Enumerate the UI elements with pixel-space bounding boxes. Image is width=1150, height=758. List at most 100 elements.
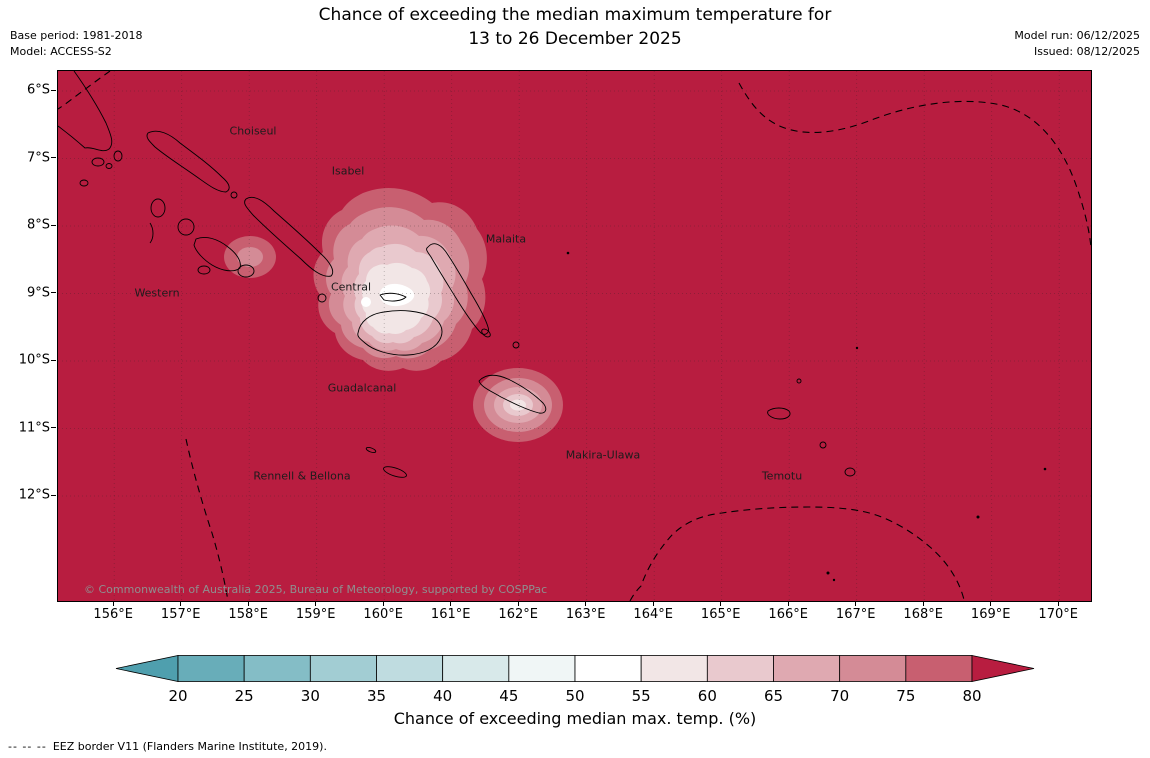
colorbar-tick-label: 35	[366, 687, 387, 705]
graticule	[58, 71, 1091, 601]
colorbar-tick-label: 50	[565, 687, 585, 705]
torres-islands-islet	[826, 571, 830, 575]
reef-islands-coastline	[796, 378, 802, 384]
coastlines	[58, 71, 856, 478]
vangunu-coastline	[237, 264, 255, 278]
eez-segment-northeast	[738, 82, 1091, 248]
santa-cruz-coastline	[767, 407, 791, 420]
colorbar-tick-label: 55	[631, 687, 651, 705]
province-label-makira-ulawa: Makira-Ulawa	[565, 448, 641, 462]
y-axis-label: 11°S	[18, 420, 50, 435]
x-axis-label: 161°E	[430, 607, 471, 622]
y-axis-label: 12°S	[18, 487, 50, 503]
y-axis-label: 6°S	[26, 82, 50, 98]
contour-shading	[224, 188, 563, 442]
colorbar-segment	[442, 655, 510, 682]
x-axis-label: 166°E	[768, 607, 808, 622]
y-axis-tick	[51, 494, 56, 496]
florida-islands-coastline	[379, 292, 407, 302]
rennell-coastline	[383, 466, 407, 478]
colorbar-segment	[177, 655, 245, 682]
torres-islands-islet	[832, 578, 836, 582]
eez-footnote: -- -- -- EEZ border V11 (Flanders Marine …	[8, 740, 327, 753]
province-labels-layer: Choiseul Isabel Malaita Western Central Guada…	[58, 71, 1091, 601]
choiseul-coastline	[146, 130, 230, 193]
contour-below-55	[361, 297, 371, 307]
x-axis-tick	[855, 601, 857, 606]
eez-segment-northwest	[58, 71, 111, 110]
x-axis-label: 165°E	[700, 607, 741, 622]
colorbar-tick-label: 75	[896, 687, 916, 705]
colorbar-tick-label: 60	[697, 687, 717, 705]
x-axis-tick	[247, 601, 249, 606]
colorbar-tick-label: 40	[433, 687, 453, 705]
colorbar-tick-label: 20	[168, 687, 188, 705]
new-georgia-coastline	[193, 236, 241, 272]
colorbar-left-arrow	[115, 655, 179, 682]
russell-islands-coastline	[317, 293, 327, 303]
bougainville-coastline	[58, 71, 113, 152]
map-canvas	[58, 71, 1091, 601]
y-axis-tick	[51, 89, 56, 91]
map-background	[58, 71, 1091, 601]
title-block: Chance of exceeding the median maximum t…	[0, 3, 1150, 51]
utupua-coastline	[819, 441, 827, 449]
y-axis-tick	[51, 292, 56, 293]
x-axis-tick	[652, 601, 654, 606]
colorbar-segment	[905, 655, 973, 682]
x-axis-tick	[585, 601, 587, 606]
province-label-choiseul: Choiseul	[229, 124, 277, 138]
x-axis-label: 163°E	[565, 607, 606, 622]
x-axis-tick	[787, 601, 789, 606]
colorbar-segment	[574, 655, 642, 682]
model-text: Model: ACCESS-S2	[10, 45, 112, 58]
y-axis-label: 7°S	[26, 150, 50, 165]
contour-70-75	[237, 247, 263, 267]
kolombangara-coastline	[177, 218, 195, 236]
duff-islands-islet	[855, 346, 859, 350]
issued-text: Issued: 08/12/2025	[1033, 45, 1140, 58]
vanikoro-coastline	[844, 467, 856, 477]
province-label-isabel: Isabel	[331, 164, 365, 178]
x-axis-tick	[180, 601, 182, 606]
eez-footnote-text: EEZ border V11 (Flanders Marine Institut…	[52, 740, 327, 753]
colorbar-tick-label: 25	[234, 687, 254, 705]
makira-coastline	[478, 374, 547, 414]
colorbar	[115, 655, 1035, 682]
run-info-block: Model run: 06/12/2025 Issued: 08/12/2025	[1014, 28, 1140, 60]
y-axis-tick	[51, 359, 56, 361]
model-run-text: Model run: 06/12/2025	[1014, 29, 1140, 42]
colorbar-segment	[773, 655, 841, 682]
province-label-malaita: Malaita	[485, 232, 527, 246]
maramasike-coastline	[481, 328, 491, 338]
copyright-text: © Commonwealth of Australia 2025, Bureau…	[84, 583, 548, 596]
bellona-coastline	[365, 447, 377, 453]
eez-border-lines	[58, 71, 1091, 601]
y-axis-label: 8°S	[26, 217, 50, 233]
x-axis-tick	[720, 601, 722, 606]
colorbar-segment	[508, 655, 576, 682]
colorbar-segment	[839, 655, 907, 682]
x-axis-label: 170°E	[1038, 607, 1078, 622]
x-axis-label: 160°E	[363, 607, 403, 622]
rendova-coastline	[197, 265, 211, 275]
x-axis-label: 168°E	[903, 607, 943, 622]
colorbar-tick-label: 45	[499, 687, 519, 705]
y-axis-tick	[51, 427, 56, 428]
page-title-line1: Chance of exceeding the median maximum t…	[318, 5, 832, 25]
guadalcanal-coastline	[357, 310, 443, 356]
colorbar-segment	[376, 655, 444, 682]
x-axis-label: 157°E	[160, 607, 201, 622]
anuta-islet	[1043, 467, 1047, 471]
colorbar-segment	[640, 655, 708, 682]
vella-lavella-coastline	[150, 198, 166, 218]
colorbar-segment	[706, 655, 774, 682]
x-axis-label: 156°E	[93, 607, 133, 622]
eez-dash-sample: -- -- --	[8, 740, 47, 753]
colorbar-label: Chance of exceeding median max. temp. (%…	[393, 709, 757, 728]
treasury-islands-coastline	[79, 179, 89, 187]
shortland-islands-coastline	[105, 163, 113, 169]
map: Choiseul Isabel Malaita Western Central Guada…	[57, 70, 1092, 602]
colorbar-right-arrow	[971, 655, 1035, 682]
x-axis-label: 167°E	[835, 607, 876, 622]
